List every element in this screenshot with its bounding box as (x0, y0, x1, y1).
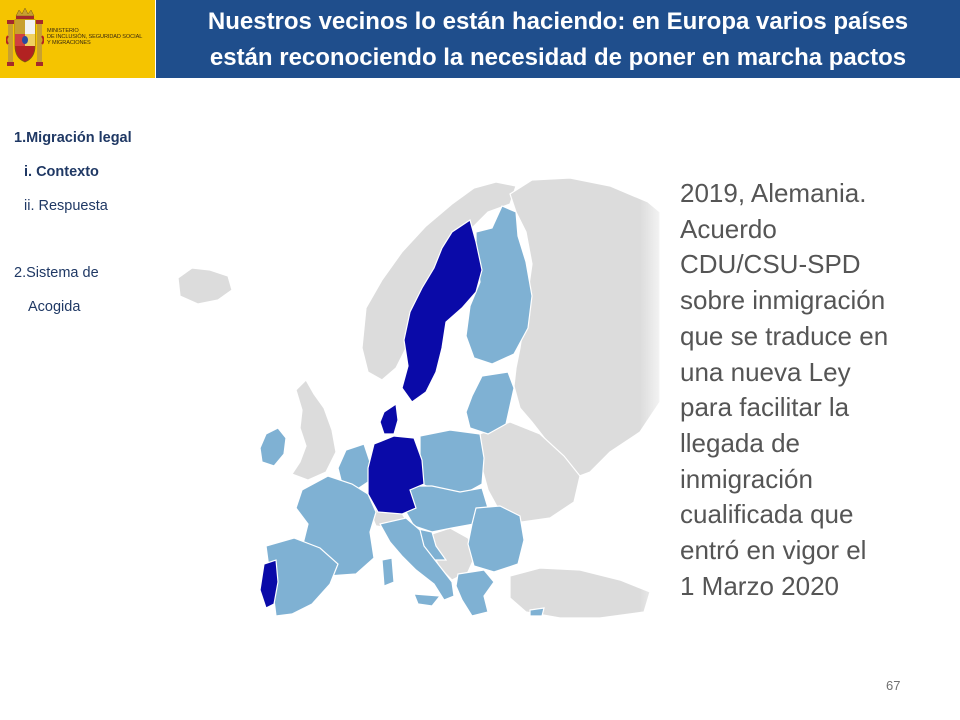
title-line-2: están reconociendo la necesidad de poner… (209, 44, 907, 71)
italy-shape (379, 517, 455, 601)
portugal-shape (259, 559, 279, 609)
coat-of-arms-icon (6, 7, 44, 66)
ukraine-shape (479, 421, 581, 523)
body-line: una nueva Ley (680, 356, 851, 387)
nav-item-sistema-acogida-line2[interactable]: Acogida (28, 299, 81, 315)
baltics-shape (465, 371, 515, 435)
sicily-shape (413, 593, 442, 607)
ministry-name: MINISTERIO DE INCLUSIÓN, SEGURIDAD SOCIA… (47, 28, 143, 47)
body-line: que se traduce en (680, 320, 889, 351)
sweden-shape (401, 219, 483, 403)
map-highlighted-countries (259, 219, 483, 609)
benelux-shape (337, 443, 371, 491)
body-text: 2019, Alemania. Acuerdo CDU/CSU-SPD sobr… (680, 176, 960, 604)
body-line: llegada de (680, 427, 800, 458)
body-line: entró en vigor el (680, 535, 867, 566)
body-line: Acuerdo (680, 213, 777, 244)
nav-item-migracion-legal[interactable]: 1.Migración legal (14, 130, 132, 146)
ireland-shape (259, 427, 287, 467)
title-line-1: Nuestros vecinos lo están haciendo: en E… (207, 8, 909, 35)
body-line: cualificada que (680, 499, 854, 530)
map-eu-members (259, 205, 545, 617)
map-other-countries (177, 177, 660, 619)
romania-bulgaria-shape (467, 505, 525, 573)
cyprus-shape (529, 607, 545, 617)
greece-shape (455, 569, 495, 617)
europe-map (177, 177, 660, 619)
iceland-shape (177, 267, 233, 305)
body-line: 1 Marzo 2020 (680, 570, 839, 601)
denmark-shape (379, 402, 399, 435)
page-title: Nuestros vecinos lo están haciendo: en E… (156, 0, 960, 78)
nav-item-sistema-acogida[interactable]: 2.Sistema de (14, 265, 99, 281)
nav-subitem-respuesta[interactable]: ii. Respuesta (24, 198, 108, 214)
body-line: para facilitar la (680, 392, 850, 423)
body-line: 2019, Alemania. (680, 178, 867, 208)
slide-header: MINISTERIO DE INCLUSIÓN, SEGURIDAD SOCIA… (0, 0, 960, 78)
page-number: 67 (886, 678, 901, 693)
sardinia-shape (381, 557, 395, 587)
body-line: CDU/CSU-SPD (680, 249, 861, 280)
nav-subitem-contexto[interactable]: i. Contexto (24, 164, 99, 180)
germany-shape (367, 435, 425, 515)
poland-shape (419, 429, 485, 495)
body-line: inmigración (680, 463, 813, 494)
body-line: sobre inmigración (680, 285, 886, 316)
ministry-logo: MINISTERIO DE INCLUSIÓN, SEGURIDAD SOCIA… (0, 0, 155, 78)
uk-shape (291, 379, 337, 481)
map-fade-edge (640, 172, 670, 627)
